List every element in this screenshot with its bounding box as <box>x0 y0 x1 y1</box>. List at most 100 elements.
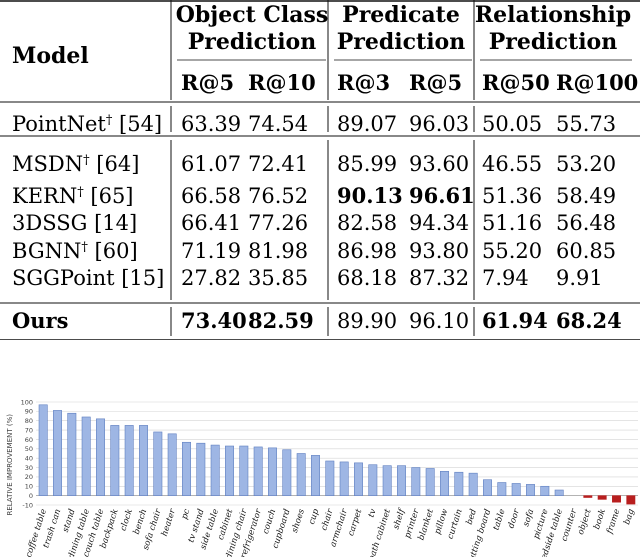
model-label: Ours <box>12 308 68 333</box>
category-label: pc <box>180 508 193 521</box>
model-name: KERN† [65] <box>12 184 134 208</box>
bar <box>526 484 535 496</box>
bar <box>626 495 636 505</box>
model-name: 3DSSG [14] <box>12 211 137 235</box>
table-rules <box>0 0 640 340</box>
model-header: Model <box>12 43 89 69</box>
table-cell: 9.91 <box>556 266 603 290</box>
group-header: Relationship <box>475 2 631 28</box>
table-row: SGGPoint [15] 27.82 35.85 68.18 87.32 7.94 9.9… <box>12 266 603 290</box>
metric-header: R@5 <box>409 70 462 95</box>
y-tick-label: 90 <box>25 408 33 416</box>
bar <box>139 425 148 496</box>
bar <box>339 461 349 496</box>
model-label: SGGPoint <box>12 266 115 290</box>
bar <box>554 489 564 496</box>
table-row: BGNN† [60] 71.19 81.98 86.98 93.80 55.20 60.85 <box>12 239 616 263</box>
y-tick-label: -10 <box>22 501 33 509</box>
bar <box>311 455 320 496</box>
group-header: Predicate <box>342 2 460 28</box>
table-row: 3DSSG [14] 66.41 77.26 82.58 94.34 51.16 56.48 <box>12 211 616 235</box>
bar <box>296 453 306 496</box>
model-label: PointNet <box>12 112 106 136</box>
table-cell: 27.82 <box>181 266 241 290</box>
table-cell: 73.40 <box>181 308 247 333</box>
bar <box>454 471 464 496</box>
table-cell: 93.80 <box>409 239 469 263</box>
bar <box>67 412 77 496</box>
bar <box>253 446 263 496</box>
bar <box>597 495 607 500</box>
bar <box>497 482 507 496</box>
y-tick-label: 30 <box>25 464 33 472</box>
bar <box>583 495 593 498</box>
category-label: bed <box>465 507 480 526</box>
bar <box>38 404 48 496</box>
group-header: Prediction <box>188 29 316 55</box>
table-cell: 68.24 <box>556 308 622 333</box>
table-cell: 68.18 <box>337 266 397 290</box>
table-cell: 7.94 <box>482 266 529 290</box>
table-cell: 74.54 <box>248 112 308 136</box>
table-cell: 76.52 <box>248 184 308 208</box>
table-cell: 58.49 <box>556 184 616 208</box>
bar <box>110 425 120 496</box>
model-label: KERN <box>12 184 77 208</box>
bar <box>153 431 163 496</box>
group-header: Prediction <box>337 29 465 55</box>
table-cell: 51.16 <box>482 211 542 235</box>
y-tick-label: 50 <box>25 445 33 453</box>
table-cell: 89.90 <box>337 309 397 333</box>
y-axis-label: RELATIVE IMPROVEMENT (%) <box>6 414 14 516</box>
bar <box>468 472 478 496</box>
group-headers: Object ClassPredictionPredicatePredictio… <box>176 2 631 55</box>
model-ref: [65] <box>84 184 134 208</box>
table-cell: 50.05 <box>482 112 542 136</box>
model-ref: [14] <box>87 211 137 235</box>
model-name: MSDN† [64] <box>12 152 139 176</box>
category-label: cup <box>307 507 322 526</box>
bar <box>239 445 249 496</box>
table-cell: 71.19 <box>181 239 241 263</box>
table-cell: 55.20 <box>482 239 542 263</box>
bar <box>167 433 177 496</box>
bar <box>483 479 492 496</box>
table-cell: 82.59 <box>248 308 314 333</box>
table-cell: 56.48 <box>556 211 616 235</box>
bar <box>397 465 406 496</box>
bar <box>268 447 277 496</box>
y-tick-label: 80 <box>25 417 33 425</box>
metric-header: R@10 <box>248 70 316 95</box>
table-cell: 82.58 <box>337 211 397 235</box>
bar <box>540 485 550 496</box>
bar <box>225 445 234 496</box>
table-cell: 96.61 <box>409 183 475 208</box>
table-cell: 66.58 <box>181 184 241 208</box>
category-label: sofa <box>521 508 536 528</box>
bar <box>124 425 134 496</box>
table-body: PointNet† [54] 63.39 74.54 89.07 96.03 50.05 5… <box>12 112 622 333</box>
bar <box>354 462 363 496</box>
table-cell: 87.32 <box>409 266 469 290</box>
table-row: Ours 73.40 82.59 89.90 96.10 61.94 68.24 <box>12 308 622 333</box>
metric-header: R@100 <box>556 70 638 95</box>
bar <box>368 464 378 496</box>
bar <box>411 467 421 496</box>
table-cell: 86.98 <box>337 239 397 263</box>
model-label: BGNN <box>12 239 81 263</box>
table-cell: 63.39 <box>181 112 241 136</box>
y-tick-label: 60 <box>25 436 33 444</box>
table-cell: 51.36 <box>482 184 542 208</box>
category-label: door <box>506 507 522 530</box>
y-tick-label: 0 <box>29 492 33 500</box>
y-tick-label: 70 <box>25 426 33 434</box>
table-cell: 94.34 <box>409 211 469 235</box>
bar <box>325 460 335 496</box>
dagger-mark: † <box>83 153 90 168</box>
metric-header: R@5 <box>181 70 234 95</box>
category-label: bag <box>622 507 637 526</box>
chart-gridlines <box>36 401 638 506</box>
